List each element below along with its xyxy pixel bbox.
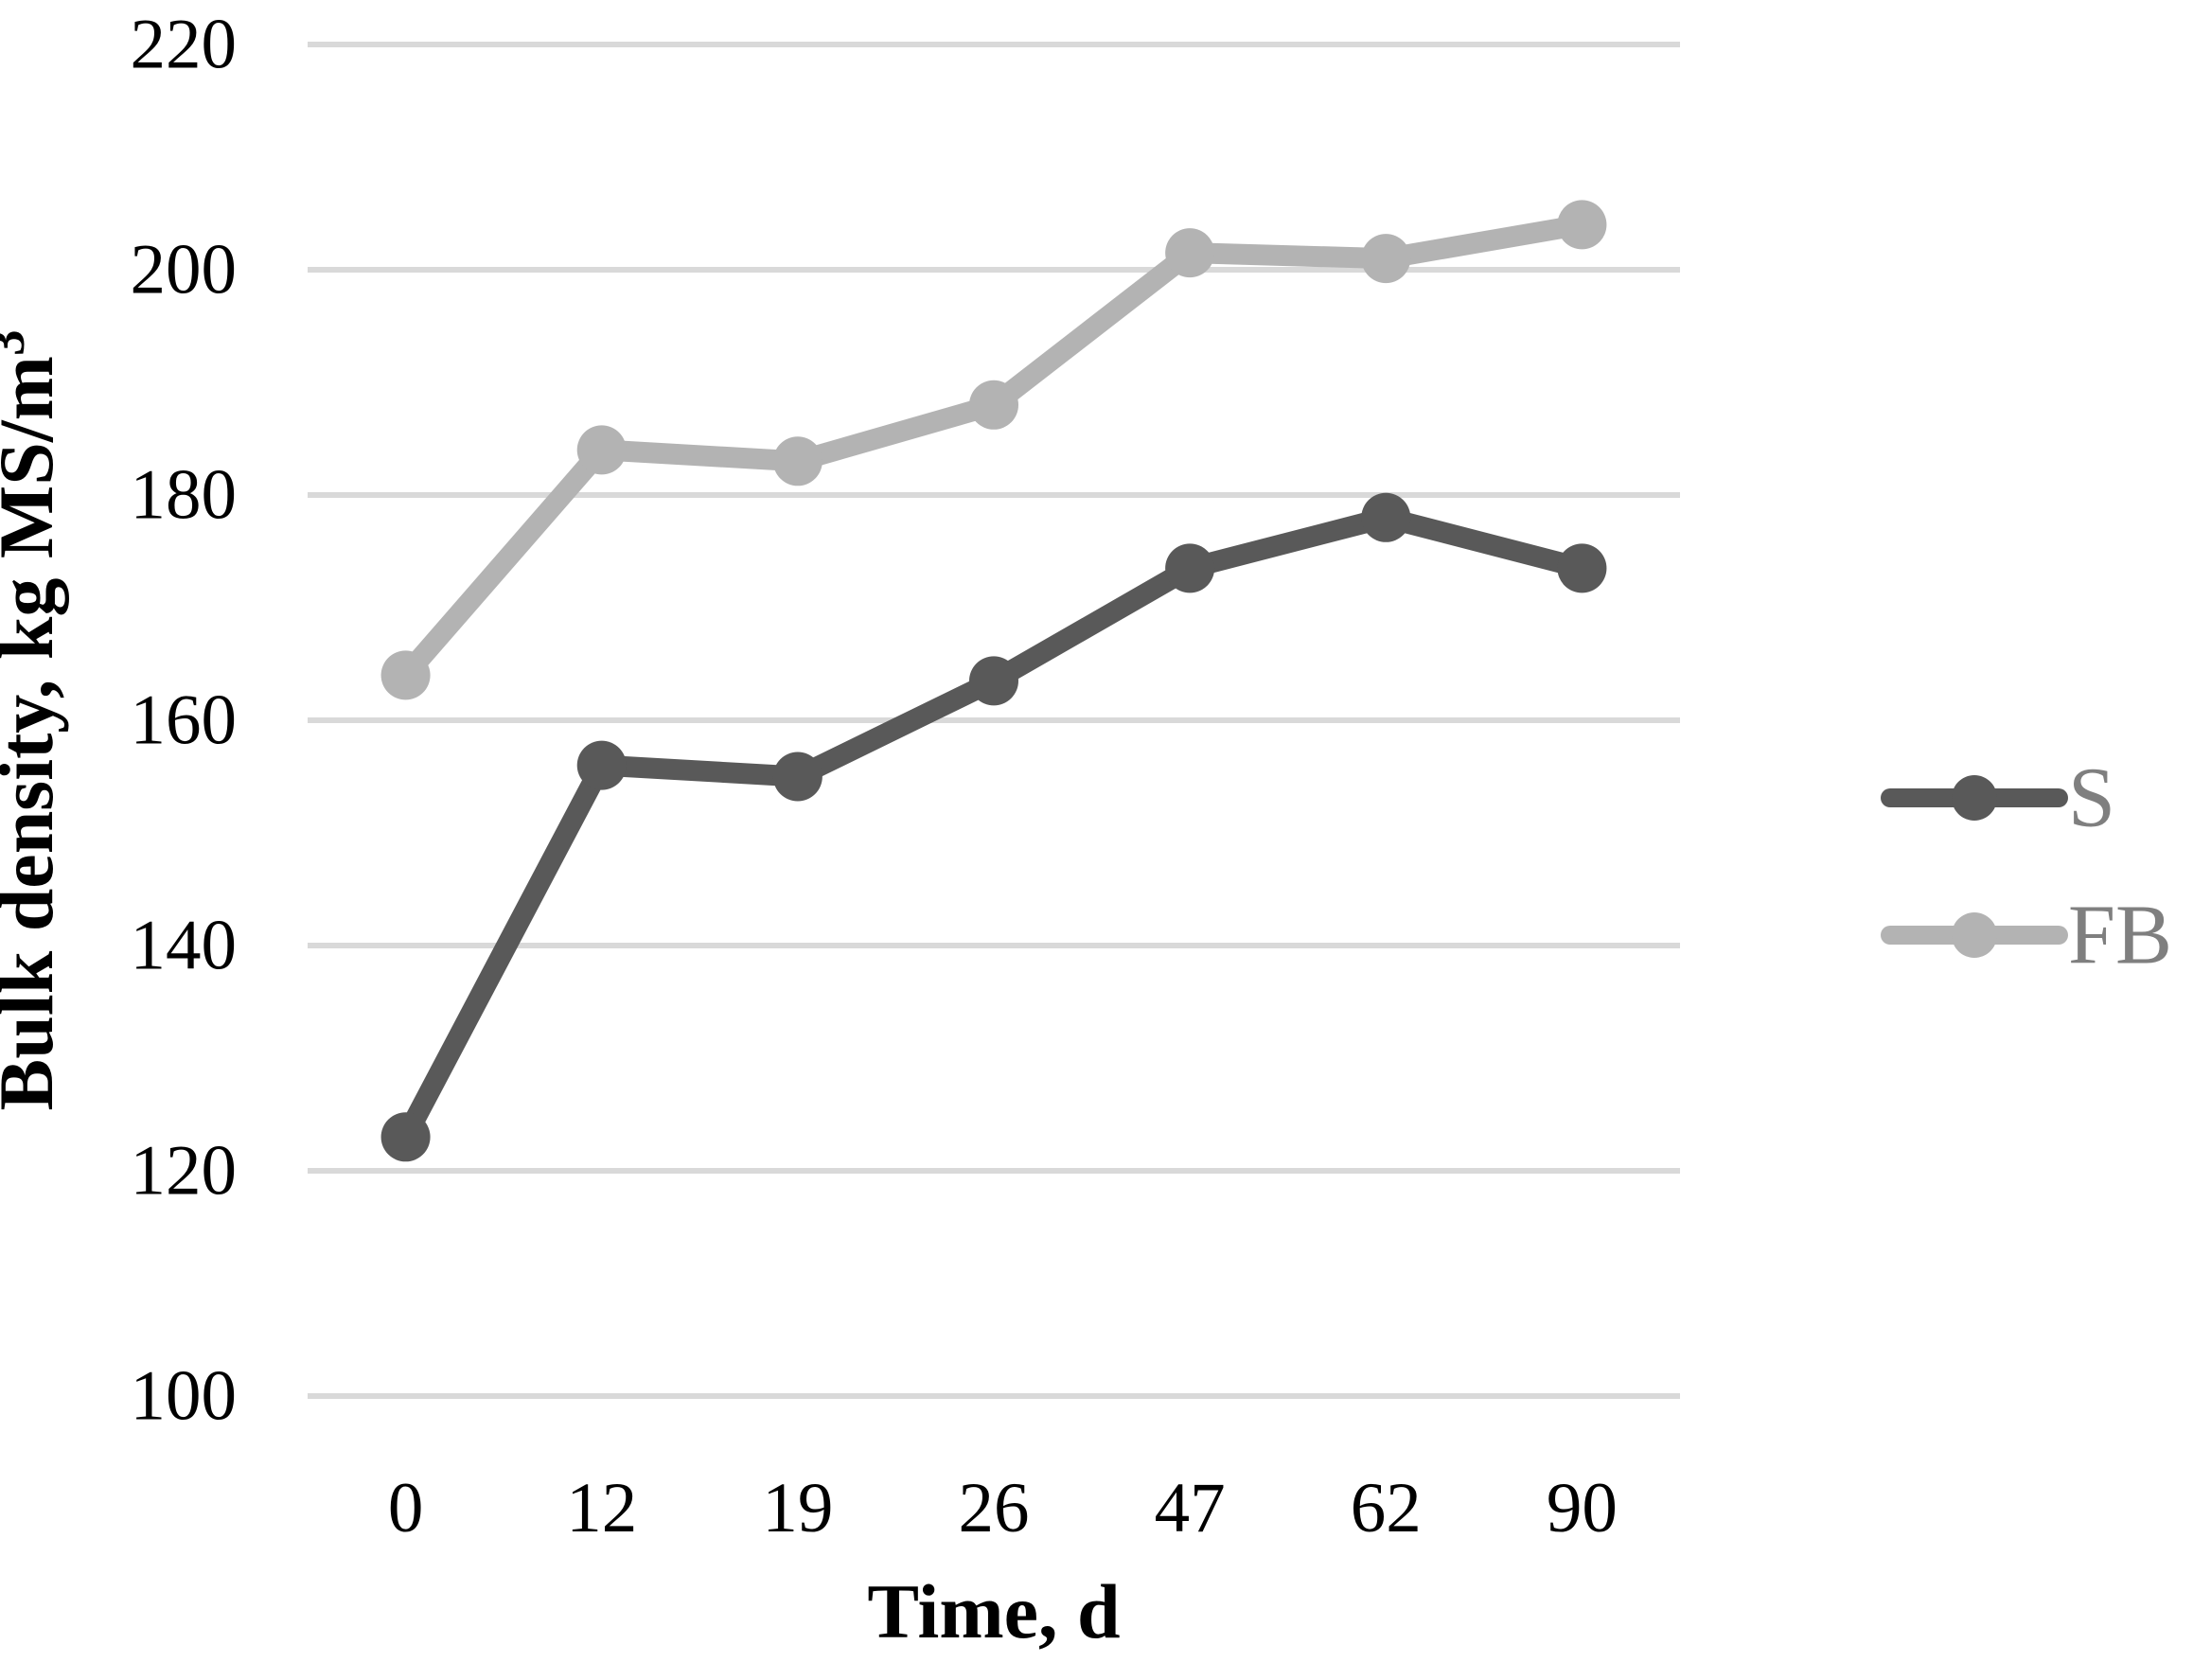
data-point-S — [1557, 543, 1607, 593]
x-axis-tick-labels: 0 12 19 26 47 62 90 — [388, 1469, 1618, 1547]
x-tick-label: 19 — [762, 1469, 833, 1547]
x-tick-label: 12 — [566, 1469, 637, 1547]
x-tick-label: 0 — [388, 1469, 424, 1547]
x-tick-label: 26 — [959, 1469, 1030, 1547]
legend-item-S: S — [1881, 752, 2115, 845]
legend: S FB — [1881, 752, 2172, 982]
gridlines — [308, 42, 1680, 1399]
x-tick-label: 62 — [1351, 1469, 1422, 1547]
data-point-S — [772, 752, 822, 802]
y-tick-label: 120 — [131, 1132, 238, 1211]
y-tick-label: 180 — [131, 456, 238, 535]
y-axis-tick-labels: 220 200 180 160 140 120 100 — [131, 6, 238, 1436]
y-tick-label: 220 — [131, 6, 238, 84]
y-axis-title: Bulk density, kg MS/m3 — [0, 330, 69, 1111]
x-tick-label: 90 — [1547, 1469, 1618, 1547]
y-tick-label: 200 — [131, 231, 238, 309]
data-point-FB — [1361, 234, 1411, 284]
y-tick-label: 100 — [131, 1357, 238, 1436]
data-point-S — [1361, 492, 1411, 542]
x-axis-title: Time, d — [867, 1568, 1120, 1654]
x-tick-label: 47 — [1155, 1469, 1226, 1547]
data-point-FB — [576, 425, 627, 475]
y-axis-title-text: Bulk density, kg MS/m — [0, 356, 69, 1110]
data-point-FB — [969, 380, 1018, 430]
legend-marker-FB — [1952, 912, 1997, 958]
data-point-FB — [1557, 200, 1607, 250]
legend-label-FB: FB — [2068, 889, 2172, 982]
series-line-S — [395, 506, 1593, 1148]
data-point-S — [969, 656, 1018, 706]
data-point-FB — [772, 436, 822, 486]
data-point-FB — [380, 650, 431, 700]
data-point-FB — [1165, 228, 1215, 278]
data-point-S — [380, 1112, 431, 1162]
y-tick-label: 140 — [131, 907, 238, 985]
legend-marker-S — [1952, 775, 1997, 821]
data-point-S — [1165, 543, 1215, 593]
legend-label-S: S — [2068, 752, 2115, 845]
data-point-S — [576, 740, 627, 790]
y-axis-title-superscript: 3 — [0, 330, 35, 357]
y-tick-label: 160 — [131, 681, 238, 760]
series-group — [380, 200, 1607, 1162]
legend-item-FB: FB — [1881, 889, 2172, 982]
